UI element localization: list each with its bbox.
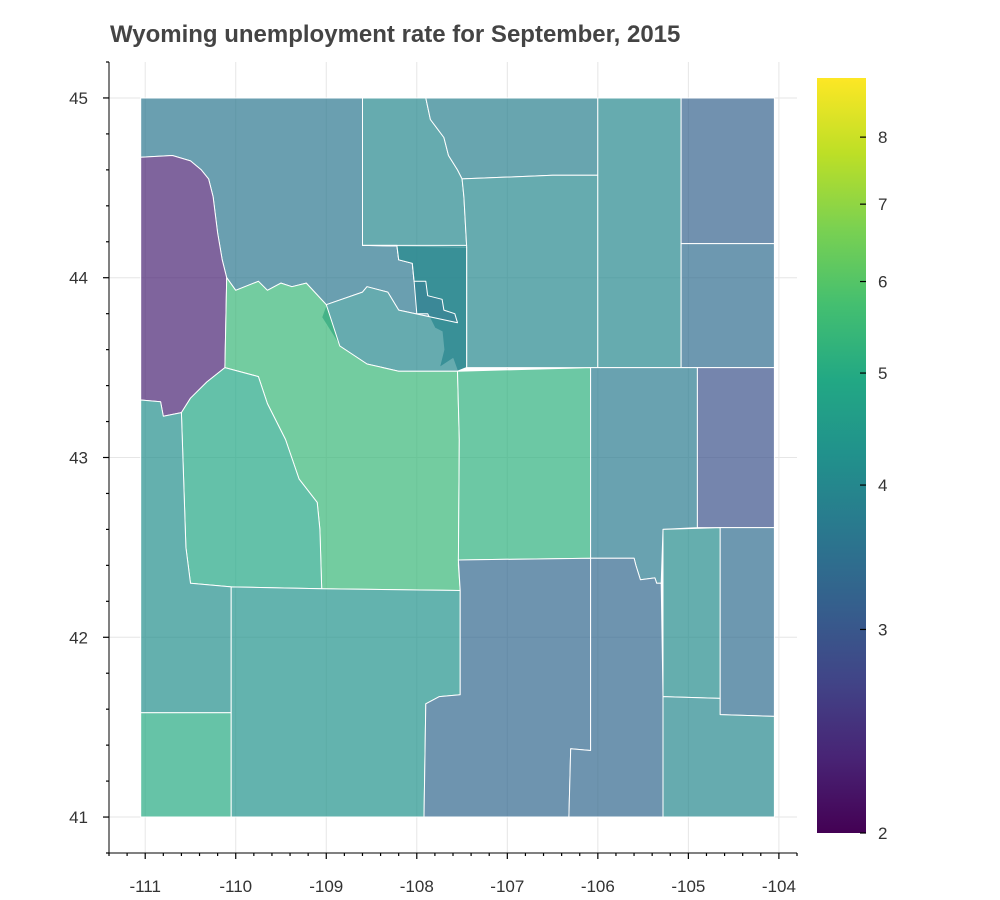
county-natrona [457,367,592,561]
x-tick-label-0: -111 [129,877,161,896]
county-johnson [461,174,599,369]
colorbar-tick-label-0: 2 [878,824,887,843]
county-albany [568,557,664,818]
county-goshen [719,527,775,717]
x-tick-label-1: -110 [219,877,252,896]
colorbar-tick-label-6: 8 [878,128,887,147]
colorbar: 2 3 4 5 6 7 8 [817,78,887,843]
county-uinta [140,712,232,818]
x-tick-label-5: -106 [581,877,615,896]
county-platte [662,527,721,699]
county-hot-springs [321,244,468,372]
x-tick-label-3: -108 [400,877,434,896]
y-tick-label-2: 43 [69,449,88,468]
x-tick-label-2: -109 [309,877,343,896]
colorbar-gradient [817,78,866,833]
county-weston [680,243,775,369]
y-tick-label-3: 44 [69,269,88,288]
colorbar-tick-label-2: 4 [878,476,887,495]
colorbar-tick-label-3: 5 [878,364,887,383]
chart-title: Wyoming unemployment rate for September,… [110,21,680,48]
y-tick-label-4: 45 [69,89,88,108]
county-campbell [597,97,682,369]
county-laramie [662,696,775,818]
colorbar-ticks: 2 3 4 5 6 7 8 [860,128,887,843]
county-niobrara [696,367,775,529]
y-tick-label-0: 41 [69,808,88,827]
county-regions [140,97,775,818]
x-tick-label-4: -107 [490,877,524,896]
y-axis-ticks: 41 42 43 44 45 [69,61,109,854]
county-crook [680,97,775,245]
x-axis-ticks: -111 -110 -109 -108 -107 -106 -105 -104 [108,853,798,896]
x-tick-label-7: -104 [762,877,796,896]
x-tick-label-6: -105 [671,877,705,896]
y-tick-label-1: 42 [69,628,88,647]
colorbar-tick-label-1: 3 [878,620,887,639]
colorbar-tick-label-5: 7 [878,195,887,214]
colorbar-tick-label-4: 6 [878,273,887,292]
